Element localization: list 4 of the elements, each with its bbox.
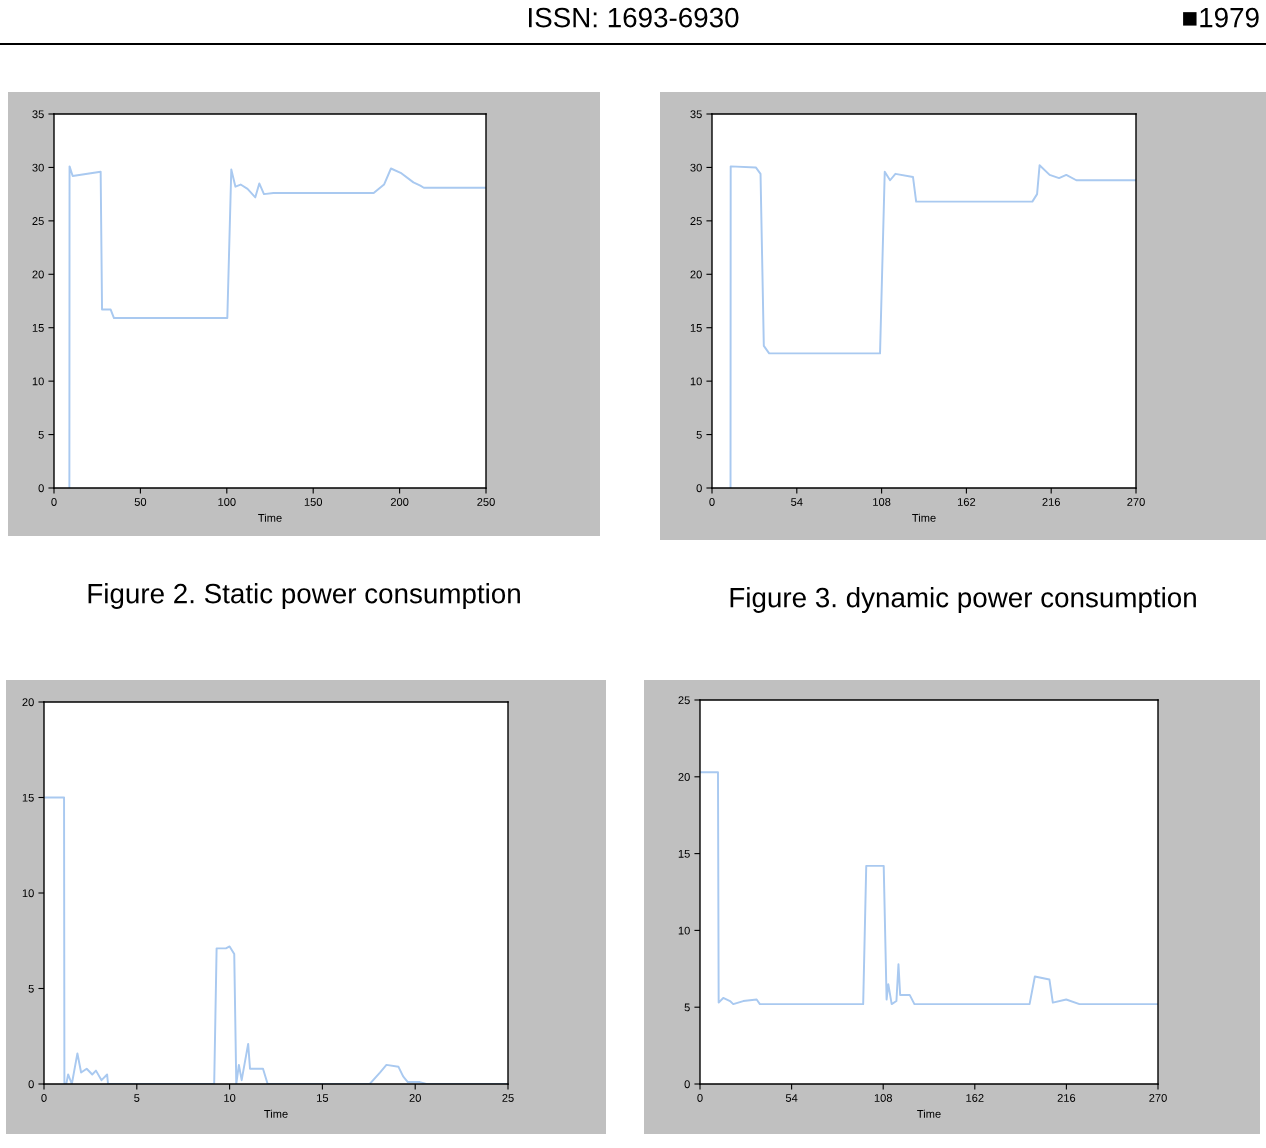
text: ISSN: 1693-6930 bbox=[529, 7, 739, 28]
text: Figure 3. dynamic power consumption bbox=[730, 587, 1196, 613]
text: ■1979 bbox=[1183, 7, 1259, 28]
text: Figure 2. Static power consumption bbox=[88, 583, 520, 609]
